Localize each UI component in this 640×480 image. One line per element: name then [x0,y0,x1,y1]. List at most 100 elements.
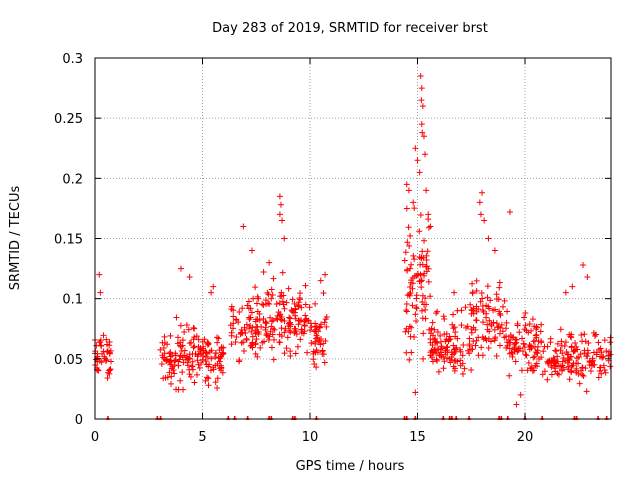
data-point [459,371,466,378]
data-point [427,223,434,230]
data-point [411,256,418,263]
data-point [479,307,486,314]
data-point [313,335,320,342]
data-point [412,145,419,152]
data-point [466,341,473,348]
data-point [452,333,459,340]
data-point [404,266,411,273]
data-point [564,351,571,358]
data-point [279,269,286,276]
data-point [403,205,410,212]
data-point [317,277,324,284]
data-point [481,217,488,224]
data-point [169,352,176,359]
data-point [178,265,184,272]
data-point [297,336,304,343]
data-point [551,356,558,363]
data-point [233,334,240,341]
data-point [552,368,559,375]
data-point [166,369,173,376]
data-point [263,301,270,308]
data-point [283,299,290,306]
data-point [302,282,309,289]
data-point [522,309,529,316]
data-point [216,365,223,372]
data-point [185,355,192,362]
data-point [485,345,492,352]
data-point [191,325,198,332]
data-point [248,247,255,254]
data-point [233,316,240,323]
data-point [414,157,421,164]
data-point [413,272,420,279]
data-point [264,289,271,296]
data-point [215,354,222,361]
data-point [174,334,181,341]
y-tick-label: 0.2 [62,172,83,187]
data-point [523,327,530,334]
data-point [580,373,587,380]
data-point [320,290,327,297]
data-point [496,330,503,337]
data-point [464,323,471,330]
data-point [173,386,180,393]
data-point [422,306,429,313]
data-point [486,328,493,335]
data-point [583,388,590,395]
data-point [167,353,174,360]
data-point [478,290,485,297]
data-point [437,332,444,339]
data-point [243,321,250,328]
data-point [431,326,438,333]
data-point [95,367,102,374]
data-point [276,211,283,218]
data-point [260,269,267,276]
data-point [440,365,447,372]
data-point [533,324,540,331]
data-point [227,322,234,329]
y-tick-label: 0.1 [62,293,83,308]
data-point [557,326,564,333]
data-point [186,274,193,281]
data-point [406,242,413,249]
data-point [294,343,301,350]
data-point [178,347,185,354]
data-point [102,357,109,364]
data-point [457,357,464,364]
data-point [427,330,434,337]
data-point [197,345,204,352]
data-point [496,279,503,286]
data-point [417,212,424,219]
data-point [548,364,555,371]
data-point [466,335,473,342]
data-point [555,371,562,378]
data-point [521,314,528,321]
data-point [262,320,269,327]
data-point [590,361,597,368]
data-point [204,374,211,381]
data-point [249,333,256,340]
data-point [248,309,255,316]
data-point [186,351,193,358]
data-point [304,317,311,324]
data-point [484,321,491,328]
data-point [562,339,569,346]
data-point [286,314,293,321]
data-point [413,317,420,324]
data-point [176,356,183,363]
data-point [552,347,559,354]
data-point [228,341,235,348]
data-point [404,239,411,246]
data-point [161,339,168,346]
data-point [459,352,466,359]
data-point [289,308,296,315]
data-point [488,320,495,327]
data-point [506,345,513,352]
data-point [533,331,540,338]
data-point [516,329,523,336]
data-point [198,359,205,366]
data-point [448,354,455,361]
data-point [407,289,414,296]
data-point [405,187,412,194]
data-point [270,275,277,282]
